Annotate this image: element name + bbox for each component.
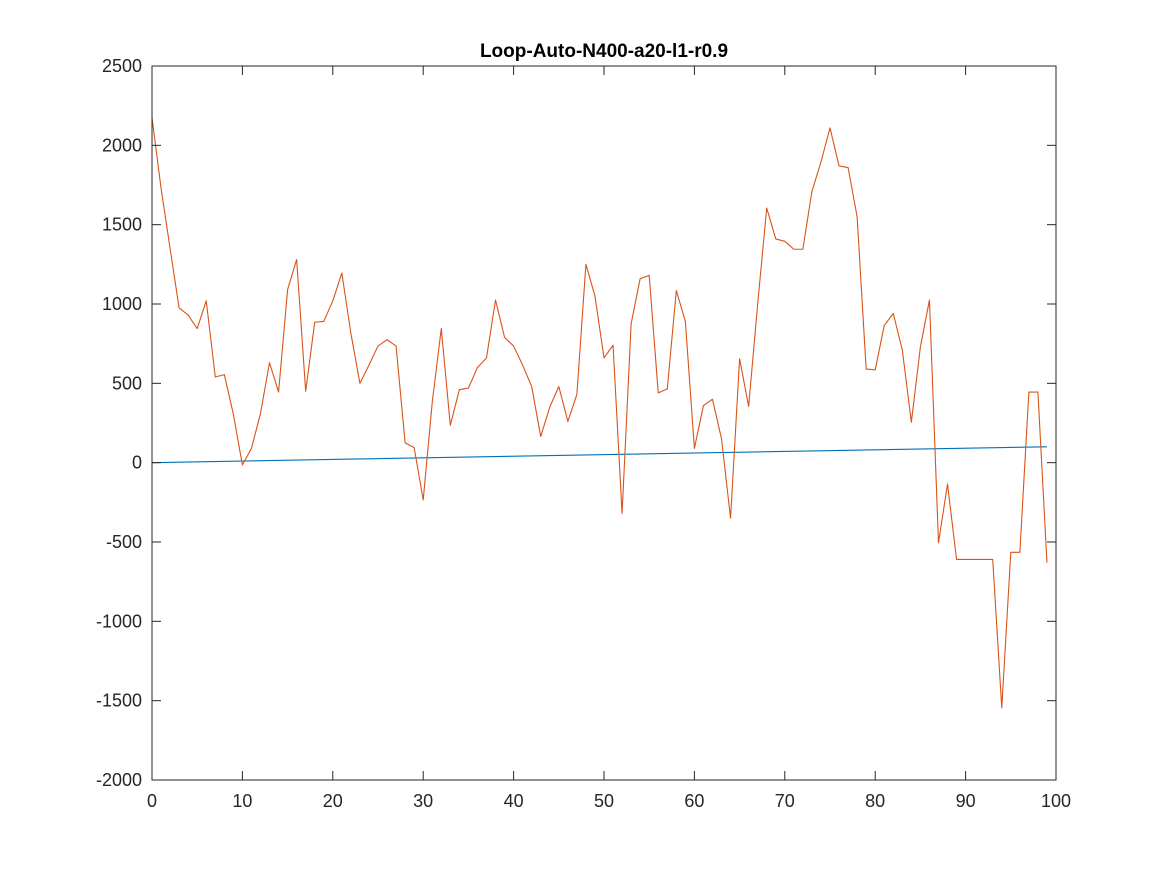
series-line-2: [151, 117, 1048, 709]
y-tick-label: -500: [106, 532, 142, 552]
x-tick-label: 40: [504, 791, 524, 811]
x-tick-label: 70: [775, 791, 795, 811]
x-tick-label: 80: [865, 791, 885, 811]
x-tick-label: 100: [1041, 791, 1071, 811]
series-line-1: [151, 446, 1047, 464]
x-tick-label: 10: [232, 791, 252, 811]
y-tick-label: 500: [112, 373, 142, 393]
x-tick-label: 50: [594, 791, 614, 811]
y-tick-label: 2500: [102, 56, 142, 76]
x-tick-label: 30: [413, 791, 433, 811]
series-layer: [151, 117, 1048, 709]
y-tick-label: -1000: [96, 611, 142, 631]
axes-layer: 0 10 20 30 40 50 60 70 80 90 100 -2000 -1500 -1000 -50…: [96, 56, 1071, 811]
y-tick-label: 0: [132, 453, 142, 473]
x-tick-label: 90: [956, 791, 976, 811]
y-tick-label: 1500: [102, 215, 142, 235]
plot-area: [152, 66, 1056, 780]
y-tick-label: -1500: [96, 691, 142, 711]
y-tick-label: -2000: [96, 770, 142, 790]
x-tick-label: 0: [147, 791, 157, 811]
x-tick-label: 60: [684, 791, 704, 811]
x-tick-label: 20: [323, 791, 343, 811]
y-tick-label: 2000: [102, 135, 142, 155]
y-tick-label: 1000: [102, 294, 142, 314]
chart-title: Loop-Auto-N400-a20-l1-r0.9: [480, 41, 728, 62]
